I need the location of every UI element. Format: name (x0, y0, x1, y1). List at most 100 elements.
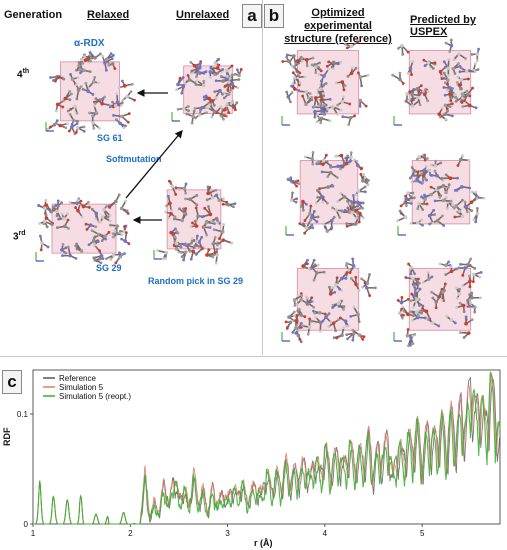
atom (176, 231, 180, 235)
atom (438, 262, 442, 266)
atom (361, 178, 365, 183)
crystal-drawing (391, 38, 480, 126)
atom (295, 197, 299, 201)
atom (459, 262, 462, 266)
atom (331, 321, 336, 325)
atom (174, 186, 178, 190)
atom (301, 94, 304, 98)
atom (237, 78, 241, 81)
atom (425, 178, 428, 182)
atom (83, 58, 88, 62)
atom (221, 202, 225, 206)
atom (194, 224, 199, 228)
atom (202, 95, 206, 99)
atom (324, 315, 328, 320)
atom (396, 298, 400, 302)
atom (46, 127, 50, 131)
atom (303, 75, 307, 79)
atom (438, 69, 443, 74)
atom (126, 212, 130, 215)
atom (455, 306, 459, 309)
atom (398, 77, 402, 82)
atom (420, 195, 423, 199)
atom (411, 277, 415, 281)
label-gen-4th: 4th (17, 68, 30, 81)
atom (469, 301, 473, 305)
atom (164, 250, 169, 255)
atom (467, 304, 471, 308)
atom (75, 68, 78, 72)
atom (349, 155, 353, 159)
atom (440, 74, 444, 78)
atom (127, 112, 131, 116)
atom (222, 117, 225, 121)
atom (301, 324, 305, 328)
legend-entry: Simulation 5 (59, 383, 104, 392)
atom (168, 201, 172, 205)
atom (173, 235, 177, 239)
atom (83, 55, 86, 58)
atom (102, 207, 106, 212)
atom (49, 125, 52, 129)
atom (292, 298, 297, 302)
atom (361, 206, 365, 210)
atom (312, 278, 316, 282)
atom (453, 215, 457, 219)
arrows-panel-a (125, 89, 183, 224)
atom (42, 206, 47, 211)
atom (351, 338, 355, 342)
atom (191, 249, 196, 254)
atom (94, 225, 98, 229)
atom (405, 333, 410, 338)
atom (202, 79, 206, 83)
atom (406, 191, 410, 195)
atom (44, 213, 48, 217)
atom (425, 202, 429, 206)
atom (212, 103, 216, 107)
atom (343, 319, 348, 323)
atom (210, 115, 214, 119)
atom (331, 286, 335, 289)
atom (322, 112, 327, 116)
atom (343, 84, 347, 88)
atom (97, 220, 100, 224)
atom (120, 79, 124, 83)
atom (300, 59, 304, 63)
atom (345, 262, 349, 265)
atom (119, 114, 124, 119)
atom (334, 208, 339, 212)
atom (111, 235, 115, 239)
atom (297, 328, 301, 332)
atom (444, 263, 448, 268)
plot-frame (32, 369, 501, 525)
atom (338, 287, 342, 291)
atom (215, 66, 220, 70)
atom (206, 191, 210, 196)
x-tick-label: 4 (323, 529, 328, 538)
atom (417, 89, 421, 93)
label-gen-3rd: 3rd (13, 230, 26, 243)
atom (299, 297, 304, 302)
atom (433, 213, 437, 216)
atom (193, 244, 197, 248)
atom (313, 115, 317, 119)
atom (64, 126, 68, 130)
atom (446, 109, 450, 113)
atom (438, 295, 442, 299)
atom (123, 225, 126, 228)
atom (296, 179, 300, 183)
atom (179, 245, 183, 249)
atom (100, 215, 105, 219)
atom (103, 61, 107, 65)
atom (365, 281, 370, 286)
crystal-drawing (35, 193, 131, 265)
atom (103, 234, 107, 238)
crystal-relaxed-gen3 (34, 193, 134, 265)
atom (461, 303, 466, 308)
atom (295, 59, 300, 63)
atom (310, 63, 314, 67)
atom (421, 180, 425, 184)
atom (335, 176, 339, 179)
atom (406, 71, 410, 75)
atom (204, 220, 209, 225)
